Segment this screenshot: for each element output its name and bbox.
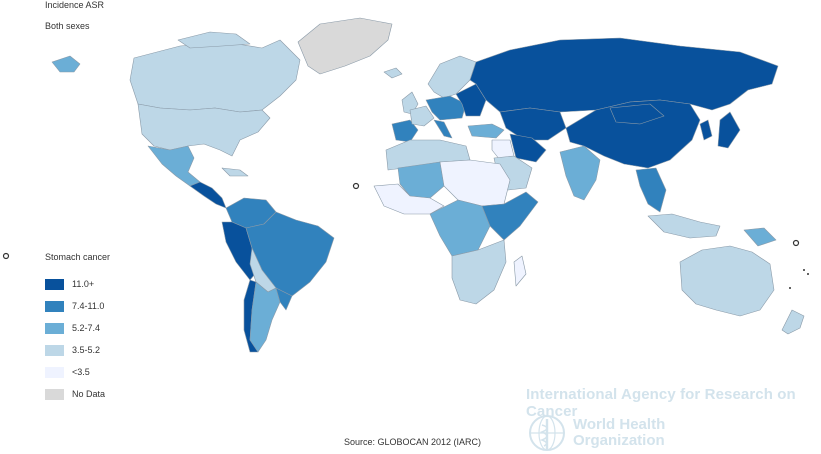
region-greenland xyxy=(297,17,393,75)
region-iceland xyxy=(383,67,403,79)
island-marker xyxy=(807,273,809,275)
legend-item: 3.5-5.2 xyxy=(45,339,110,361)
region-india xyxy=(559,145,601,201)
continents xyxy=(51,17,805,353)
region-kazakhstan xyxy=(499,107,567,141)
region-southeast-asia xyxy=(635,167,667,213)
region-iran xyxy=(509,133,547,163)
region-turkey xyxy=(467,123,505,139)
region-indonesia xyxy=(647,213,721,239)
legend-swatch xyxy=(45,388,64,400)
region-australia xyxy=(679,245,775,317)
island-marker xyxy=(792,239,800,247)
legend-label: No Data xyxy=(72,389,106,399)
region-alaska xyxy=(51,55,81,73)
region-central-america xyxy=(189,181,227,209)
who-line2: Organization xyxy=(573,432,665,449)
map-subtitle: Both sexes xyxy=(45,21,90,31)
legend-swatch xyxy=(45,300,64,312)
legend-item: 7.4-11.0 xyxy=(45,295,110,317)
legend-item: <3.5 xyxy=(45,361,110,383)
island-marker xyxy=(803,269,805,271)
who-line1: World Health xyxy=(573,416,666,433)
region-madagascar xyxy=(513,255,527,287)
region-russia xyxy=(469,37,779,113)
who-logo: World Health Organization xyxy=(527,413,665,453)
region-new-zealand xyxy=(781,309,805,335)
region-uruguay xyxy=(275,287,293,311)
region-mongolia xyxy=(609,103,665,125)
legend-swatch xyxy=(45,344,64,356)
legend-item: No Data xyxy=(45,383,110,405)
island-marker xyxy=(352,182,360,190)
region-italy xyxy=(433,119,453,139)
region-france xyxy=(409,105,435,127)
region-korea xyxy=(699,119,713,141)
legend-label: 7.4-11.0 xyxy=(72,301,105,311)
region-canada xyxy=(129,39,301,113)
island-marker xyxy=(2,252,10,260)
region-japan xyxy=(717,111,741,149)
island-marker xyxy=(789,287,791,289)
legend-item: 11.0+ xyxy=(45,273,110,295)
region-sahara-east xyxy=(439,159,511,207)
who-emblem-icon xyxy=(529,415,565,451)
region-central-europe xyxy=(425,95,467,121)
map-title: Incidence ASR xyxy=(45,0,105,10)
legend-title: Stomach cancer xyxy=(45,252,111,262)
region-east-africa xyxy=(481,191,539,241)
region-canada-islands xyxy=(177,31,251,49)
legend: Stomach cancer 11.0+ 7.4-11.0 5.2-7.4 3.… xyxy=(45,252,110,405)
region-southern-africa xyxy=(451,239,507,305)
region-usa xyxy=(137,103,271,157)
region-iberia xyxy=(391,119,419,143)
legend-label: 5.2-7.4 xyxy=(72,323,101,333)
small-islands xyxy=(2,182,809,289)
legend-swatch xyxy=(45,322,64,334)
legend-item: 5.2-7.4 xyxy=(45,317,110,339)
legend-label: 11.0+ xyxy=(72,279,95,289)
source-caption: Source: GLOBOCAN 2012 (IARC) xyxy=(344,437,482,447)
region-mexico xyxy=(147,145,201,187)
region-png xyxy=(743,227,777,247)
legend-label: <3.5 xyxy=(72,367,90,377)
region-west-africa xyxy=(373,183,445,215)
region-central-africa xyxy=(429,199,491,257)
region-cuba xyxy=(221,167,249,177)
legend-swatch xyxy=(45,366,64,378)
legend-label: 3.5-5.2 xyxy=(72,345,101,355)
iarc-watermark: International Agency for Research on Can… xyxy=(526,386,796,420)
region-argentina xyxy=(249,281,281,353)
region-china xyxy=(565,99,701,169)
who-name: World Health Organization xyxy=(573,417,665,449)
legend-swatch xyxy=(45,278,64,290)
